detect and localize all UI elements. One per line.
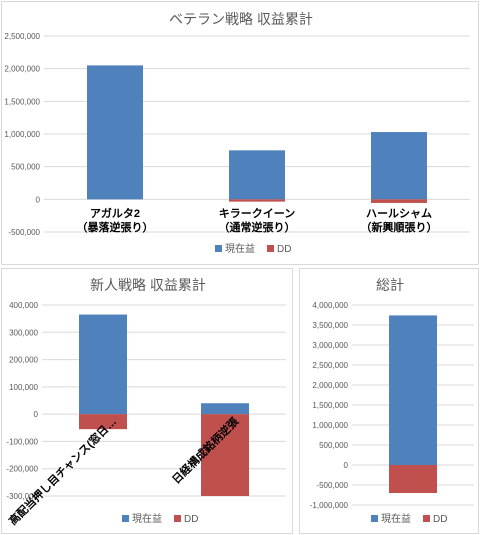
y-tick-label: 1,500,000	[4, 97, 40, 106]
chart-title: 総計	[376, 277, 404, 293]
legend-swatch-profit	[122, 515, 129, 522]
profit-bar	[201, 403, 249, 415]
y-tick-label: 1,000,000	[4, 130, 40, 139]
legend-label-dd: DD	[433, 514, 447, 525]
legend-swatch-profit	[215, 245, 222, 252]
y-tick-label: 1,500,000	[312, 401, 348, 410]
category-label: （新興順張り）	[361, 220, 438, 234]
chart-title: ベテラン戦略 収益累計	[169, 11, 313, 27]
dd-bar	[229, 199, 285, 202]
y-tick-label: 2,500,000	[312, 361, 348, 370]
legend-label-profit: 現在益	[132, 512, 162, 525]
y-tick-label: 0	[36, 195, 41, 204]
legend-label-dd: DD	[277, 244, 291, 255]
category-label: キラークイーン	[219, 207, 295, 220]
veteran-chart-panel: ベテラン戦略 収益累計 -500,000 0 500,000 1,000,000 1,50…	[1, 1, 479, 265]
rookie-chart-panel: 新人戦略 収益累計 -300,000 -200,000 -100,000 0 100,00…	[1, 268, 293, 534]
y-tick-label: 500,000	[319, 441, 348, 450]
y-tick-label: 500,000	[11, 163, 40, 172]
y-tick-label: 3,500,000	[312, 321, 348, 330]
legend-swatch-dd	[423, 515, 430, 522]
y-tick-label: -100,000	[6, 437, 38, 446]
profit-bar	[371, 132, 427, 200]
legend-label-dd: DD	[184, 514, 198, 525]
y-tick-label: -500,000	[8, 228, 40, 237]
y-tick-label: 1,000,000	[312, 421, 348, 430]
y-tick-label: 4,000,000	[312, 301, 348, 310]
y-tick-label: -200,000	[6, 465, 38, 474]
profit-bar	[389, 315, 437, 465]
y-tick-label: 100,000	[9, 383, 38, 392]
y-tick-label: 2,000,000	[4, 65, 40, 74]
y-tick-label: 300,000	[9, 328, 38, 337]
legend-swatch-profit	[371, 515, 378, 522]
dd-bar	[389, 465, 437, 493]
total-chart-panel: 総計 -1,000,000 -500,000 0 500,000 1,000,000 1,5…	[299, 268, 479, 534]
dd-bar	[79, 414, 127, 430]
category-label: アガルタ2	[90, 206, 140, 220]
y-tick-label: -300,000	[6, 492, 38, 501]
dd-bar	[201, 414, 249, 496]
category-label: （暴落逆張り）	[77, 220, 154, 234]
y-tick-label: 3,000,000	[312, 341, 348, 350]
y-tick-label: 0	[344, 461, 349, 470]
y-tick-label: 200,000	[9, 356, 38, 365]
y-tick-label: -500,000	[316, 481, 348, 490]
rookie-chart: 新人戦略 収益累計 -300,000 -200,000 -100,000 0 100,00…	[6, 277, 286, 528]
dd-bar	[371, 199, 427, 203]
y-tick-label: 2,000,000	[312, 381, 348, 390]
legend-swatch-dd	[174, 515, 181, 522]
legend-swatch-dd	[267, 245, 274, 252]
profit-bar	[87, 65, 143, 200]
y-tick-label: 0	[34, 410, 39, 419]
y-tick-label: 2,500,000	[4, 32, 40, 41]
category-label: ハールシャム	[366, 207, 432, 220]
chart-title: 新人戦略 収益累計	[90, 277, 206, 293]
legend-label-profit: 現在益	[225, 242, 255, 255]
y-tick-label: -1,000,000	[310, 501, 349, 510]
veteran-chart: ベテラン戦略 収益累計 -500,000 0 500,000 1,000,000 1,50…	[4, 11, 470, 255]
category-label: （通常逆張り）	[219, 220, 296, 234]
y-tick-label: 400,000	[9, 301, 38, 310]
total-chart: 総計 -1,000,000 -500,000 0 500,000 1,000,000 1,5…	[310, 277, 474, 525]
profit-bar	[79, 314, 127, 415]
profit-bar	[229, 150, 285, 200]
legend-label-profit: 現在益	[381, 512, 411, 525]
